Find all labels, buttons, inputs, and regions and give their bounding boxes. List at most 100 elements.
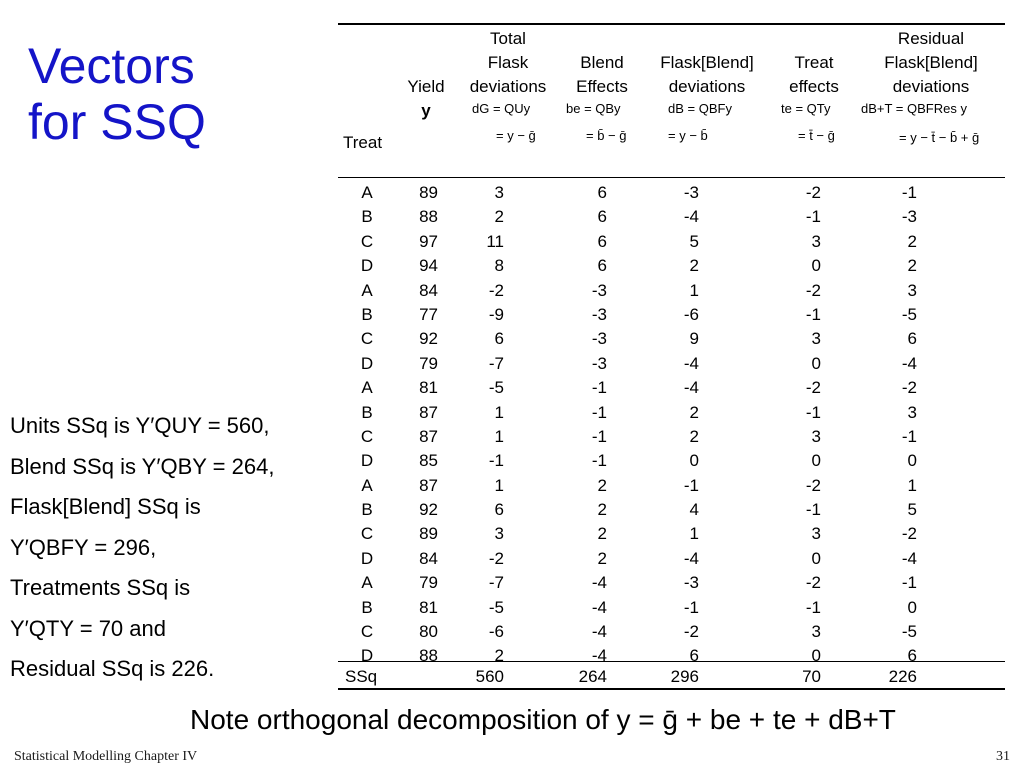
table-cell: -4 (683, 378, 699, 398)
table-cell: -2 (901, 378, 917, 398)
table-cell: 6 (597, 256, 607, 276)
table-ssq-rule (338, 661, 1005, 662)
formula-treat-def: te = QTy (781, 101, 831, 116)
header-yield: Yield y (407, 77, 445, 120)
formula-total-expr: = y − ḡ (496, 128, 536, 143)
units-ssq-text: Units SSq is Y′QUY = 560, (10, 413, 270, 438)
table-cell: -1 (805, 597, 821, 617)
ssq-resid: 226 (888, 667, 917, 686)
table-cell: 79 (419, 573, 438, 593)
table-cell: -1 (591, 426, 607, 446)
table-cell: 2 (597, 500, 607, 520)
table-cell: 89 (419, 524, 438, 544)
table-cell: 1 (907, 475, 917, 495)
column-residual-deviations: -1 -3 2 2 3 -5 6 -4 -2 3 -1 0 1 5 -2 -4 -1 0 -5 6 (880, 181, 917, 669)
table-cell: 87 (419, 426, 438, 446)
table-cell: 84 (419, 548, 438, 568)
column-treat-effects: -2 -1 3 0 -2 -1 3 0 -2 -1 3 0 -2 -1 3 0 -2 -1 3 0 (784, 181, 821, 669)
table-cell: 2 (597, 524, 607, 544)
table-cell: 3 (811, 524, 821, 544)
table-cell: 2 (597, 548, 607, 568)
table-cell: 84 (419, 280, 438, 300)
table-cell: 0 (811, 256, 821, 276)
table-cell: -1 (901, 183, 917, 202)
table-cell: B (361, 207, 373, 227)
title-line-1: Vectors (28, 38, 195, 94)
table-cell: A (361, 573, 373, 593)
residual-ssq-text: Residual SSq is 226. (10, 656, 215, 681)
table-cell: -3 (591, 280, 607, 300)
table-cell: C (360, 329, 374, 349)
table-cell: -3 (683, 183, 699, 202)
table-cell: C (360, 524, 374, 544)
table-cell: -2 (805, 475, 821, 495)
table-cell: 3 (811, 426, 821, 446)
table-cell: -4 (591, 646, 607, 666)
table-cell: A (361, 280, 373, 300)
table-cell: 2 (689, 426, 699, 446)
formula-resid-def: dB+T = QBFRes y (861, 101, 967, 116)
table-cell: -2 (805, 183, 821, 202)
table-cell: -2 (488, 548, 504, 568)
table-cell: -1 (901, 573, 917, 593)
table-cell: 1 (494, 475, 504, 495)
table-cell: -1 (805, 207, 821, 227)
table-cell: -4 (591, 622, 607, 642)
table-cell: 3 (907, 280, 917, 300)
formula-total-def: dG = QUy (472, 101, 531, 116)
table-cell: 3 (811, 329, 821, 349)
header-residual-deviations: Residual Flask[Blend] deviations (884, 29, 978, 96)
table-cell: -2 (805, 573, 821, 593)
table-cell: 92 (419, 500, 438, 520)
flask-ssq-label: Flask[Blend] SSq is (10, 494, 201, 519)
table-cell: 2 (689, 402, 699, 422)
table-cell: D (360, 548, 374, 568)
formula-blend-expr: = b̄ − ḡ (586, 128, 627, 143)
table-cell: 9 (689, 329, 699, 349)
table-cell: -9 (488, 304, 504, 324)
table-cell: -1 (683, 597, 699, 617)
table-cell: -4 (591, 597, 607, 617)
table-cell: 2 (597, 475, 607, 495)
table-cell: -6 (683, 304, 699, 324)
header-treat-effects: Treat effects (789, 53, 839, 96)
formula-treat-expr: = t̄ − ḡ (798, 128, 835, 143)
table-cell: 1 (494, 426, 504, 446)
header-blend-effects: Blend Effects (576, 53, 628, 96)
table-cell: 6 (494, 500, 504, 520)
table-cell: A (361, 183, 373, 202)
table-cell: 94 (419, 256, 438, 276)
table-cell: -3 (591, 304, 607, 324)
table-cell: -3 (683, 573, 699, 593)
table-cell: C (360, 231, 374, 251)
table-cell: -1 (805, 402, 821, 422)
table-cell: -1 (805, 304, 821, 324)
table-top-rule (338, 23, 1005, 25)
table-cell: 3 (494, 183, 504, 202)
table-cell: 81 (419, 597, 438, 617)
ssq-label: SSq (345, 667, 378, 686)
table-cell: -4 (901, 548, 917, 568)
table-cell: D (360, 451, 374, 471)
table-cell: B (361, 500, 373, 520)
table-cell: 5 (907, 500, 917, 520)
table-cell: 0 (689, 451, 699, 471)
ssq-flask: 296 (670, 667, 699, 686)
table-cell: 87 (419, 402, 438, 422)
table-cell: -5 (901, 304, 917, 324)
table-cell: -4 (683, 207, 699, 227)
table-cell: -3 (591, 353, 607, 373)
table-cell: -1 (683, 475, 699, 495)
table-cell: -2 (683, 622, 699, 642)
flask-ssq-value: Y′QBFY = 296, (10, 535, 157, 560)
table-cell: -5 (901, 622, 917, 642)
column-yield: 89 88 97 94 84 77 92 79 81 87 87 85 87 92 89 84 79 81 80 88 (404, 181, 438, 669)
blend-ssq-text: Blend SSq is Y′QBY = 264, (10, 454, 275, 479)
table-cell: 6 (689, 646, 699, 666)
title-line-2: for SSQ (28, 94, 206, 150)
table-cell: 0 (811, 451, 821, 471)
table-cell: -2 (488, 280, 504, 300)
table-cell: 2 (907, 231, 917, 251)
column-total-deviations: 3 2 11 8 -2 -9 6 -7 -5 1 1 -1 1 6 3 -2 -7 -5 -6 2 (464, 181, 504, 669)
table-cell: -1 (591, 402, 607, 422)
